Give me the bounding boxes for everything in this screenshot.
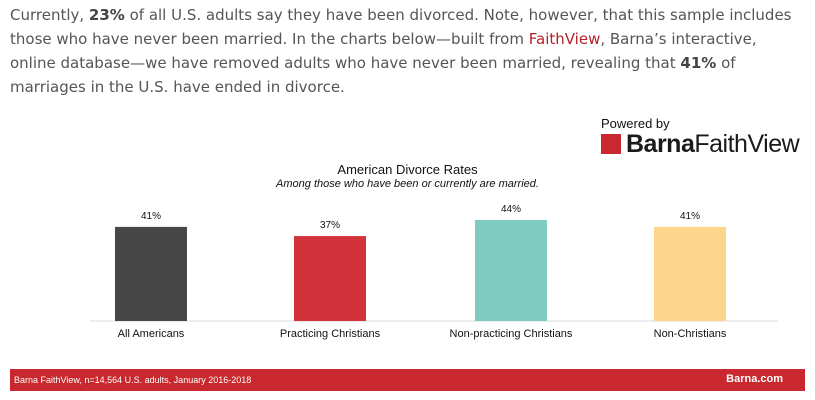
data-label-0: 41% bbox=[141, 211, 161, 222]
intro-text: , Barna’s interactive, online database—w… bbox=[10, 30, 757, 72]
bar-2 bbox=[475, 220, 547, 321]
chart-title: American Divorce Rates bbox=[337, 162, 478, 177]
logo-name-bold: Barna bbox=[626, 129, 695, 158]
chart-subtitle: Among those who have been or currently a… bbox=[276, 178, 539, 190]
intro-text: of marriages in the U.S. have ended in d… bbox=[10, 54, 736, 96]
bar-0 bbox=[115, 226, 187, 321]
faithview-link[interactable]: FaithView bbox=[528, 30, 601, 48]
intro-paragraph: Currently, 23% of all U.S. adults say th… bbox=[10, 3, 805, 99]
data-label-1: 37% bbox=[320, 220, 340, 231]
footer-site-link[interactable]: Barna.com bbox=[726, 373, 783, 385]
category-label-3: Non-Christians bbox=[654, 328, 727, 340]
logo-square-icon bbox=[601, 134, 621, 154]
bar-1 bbox=[294, 236, 366, 321]
intro-text: Currently, bbox=[10, 6, 89, 24]
data-label-3: 41% bbox=[680, 211, 700, 222]
bar-3 bbox=[654, 226, 726, 321]
barna-faithview-logo: Barna FaithView bbox=[601, 129, 800, 158]
intro-text: of all U.S. adults say they have been di… bbox=[10, 6, 792, 48]
powered-by-label: Powered by bbox=[601, 116, 670, 131]
intro-stat-marriages: 41% bbox=[680, 54, 717, 72]
logo-name-light: FaithView bbox=[694, 129, 800, 158]
data-label-2: 44% bbox=[501, 204, 521, 215]
intro-stat-divorced: 23% bbox=[88, 6, 125, 24]
footer-bar: Barna FaithView, n=14,564 U.S. adults, J… bbox=[10, 369, 805, 391]
category-label-0: All Americans bbox=[118, 328, 185, 340]
category-label-1: Practicing Christians bbox=[280, 328, 381, 340]
category-label-2: Non-practicing Christians bbox=[450, 328, 573, 340]
footer-source: Barna FaithView, n=14,564 U.S. adults, J… bbox=[14, 375, 252, 385]
